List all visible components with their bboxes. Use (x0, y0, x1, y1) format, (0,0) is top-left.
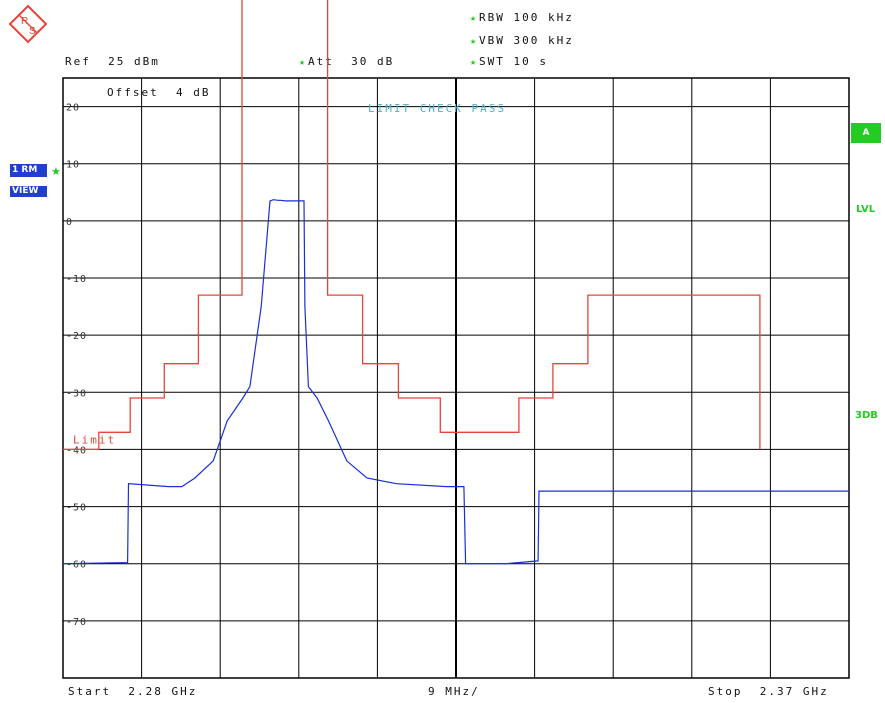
svg-text:R: R (21, 16, 28, 27)
limit-line (63, 0, 761, 451)
offset-setting: Offset 4 dB (107, 86, 211, 99)
limit-check-status: LIMIT CHECK PASS (368, 102, 506, 115)
trace-modified-icon: ★ (51, 165, 61, 178)
trace-mode-badge: 1 RM (10, 164, 47, 177)
y-tick-label: -20 (66, 331, 87, 342)
y-tick-label: 20 (66, 103, 80, 114)
3db-indicator: 3DB (855, 410, 878, 421)
y-tick-label: -70 (66, 617, 87, 628)
attenuation-setting: ★ Att 30 dB (299, 55, 395, 68)
svg-text:S: S (29, 26, 36, 37)
rohde-schwarz-logo-icon: R S (8, 4, 48, 44)
swt-setting: ★ SWT 10 s (470, 55, 549, 68)
y-tick-label: -10 (66, 274, 87, 285)
trace-a-badge: A (851, 123, 881, 143)
y-tick-label: 10 (66, 160, 80, 171)
vbw-setting: ★ VBW 300 kHz (470, 34, 574, 47)
spectrum-trace (62, 199, 849, 565)
reference-level: Ref 25 dBm (65, 55, 160, 68)
y-tick-label: -40 (66, 445, 87, 456)
limit-label: Limit (73, 434, 116, 447)
stop-frequency: Stop 2.37 GHz (708, 685, 829, 698)
y-tick-label: -50 (66, 503, 87, 514)
lvl-indicator: LVL (856, 204, 876, 215)
rbw-setting: ★ RBW 100 kHz (470, 11, 574, 24)
y-tick-label: -60 (66, 560, 87, 571)
view-badge: VIEW (10, 186, 47, 197)
start-frequency: Start 2.28 GHz (68, 685, 198, 698)
span-per-division: 9 MHz/ (428, 685, 480, 698)
y-tick-label: -30 (66, 388, 87, 399)
y-tick-label: 0 (66, 217, 73, 228)
